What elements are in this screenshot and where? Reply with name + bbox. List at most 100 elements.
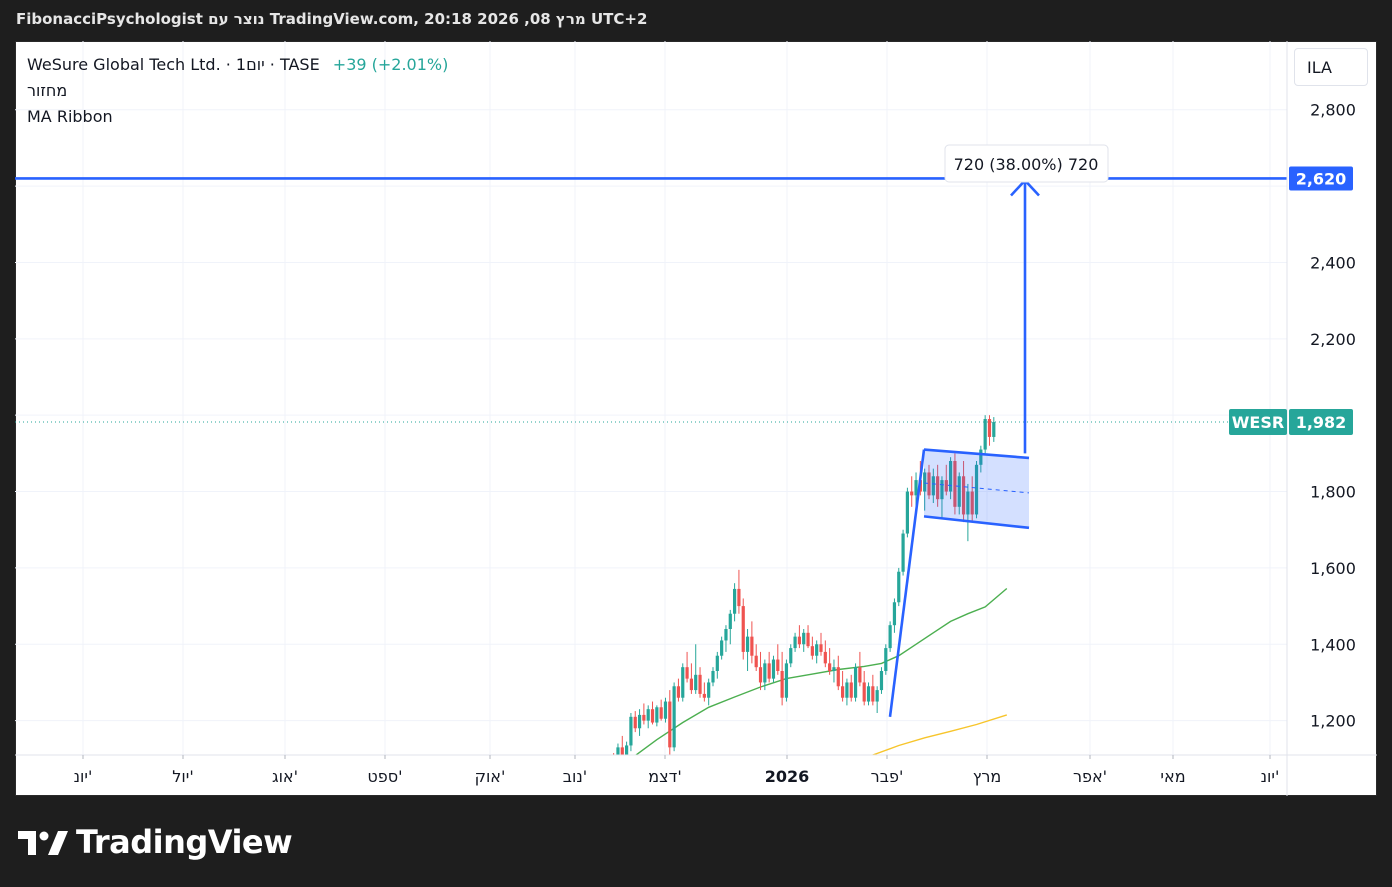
y-tick-label: 1,800: [1310, 483, 1356, 502]
price-chart[interactable]: 720 (38.00%) 720 1,200 1,400 1,600 1,800 2,2…: [15, 41, 1377, 796]
candle-body: [650, 709, 655, 723]
candle: [940, 476, 944, 519]
x-tick-label: דצמ': [648, 767, 682, 786]
flag-midline: [923, 482, 1030, 494]
candle-body: [866, 686, 871, 702]
candle: [983, 415, 987, 454]
candle: [741, 598, 745, 660]
candle-body: [966, 491, 970, 515]
candle-body: [953, 461, 957, 507]
candle-body: [819, 644, 823, 652]
tradingview-logo: TradingView: [18, 823, 293, 861]
candle-body: [901, 533, 905, 572]
candle: [823, 640, 827, 668]
candle-body: [897, 571, 901, 603]
candle-body: [689, 678, 693, 691]
candle-body: [905, 491, 909, 534]
currency-button[interactable]: ILA: [1294, 48, 1368, 86]
candle: [646, 705, 650, 729]
candle: [650, 701, 655, 725]
candle: [616, 743, 620, 755]
candle: [901, 529, 905, 576]
candle: [832, 659, 836, 683]
candle-body: [923, 472, 927, 492]
exchange: TASE: [279, 55, 320, 74]
candle: [702, 682, 706, 702]
candle-body: [633, 716, 637, 729]
candle: [914, 472, 918, 507]
candle: [642, 703, 646, 725]
flag-channel-fill: [924, 449, 1029, 528]
candle-body: [672, 686, 676, 748]
candle-body: [828, 663, 832, 671]
candle-body: [974, 464, 979, 515]
candle-body: [754, 655, 758, 668]
candle: [897, 567, 901, 607]
candle-body: [625, 745, 629, 755]
candlesticks: [612, 415, 996, 769]
x-tick-label: נוב': [563, 767, 587, 786]
interval[interactable]: · 1יום ·: [225, 55, 275, 74]
candle: [957, 472, 961, 515]
candle-body: [841, 686, 845, 698]
candle-body: [612, 765, 615, 769]
candle: [694, 644, 698, 694]
candle: [866, 682, 871, 706]
measure-label: 720 (38.00%) 720: [944, 144, 1109, 183]
brand-name: TradingView: [76, 823, 293, 861]
candle: [625, 741, 629, 755]
candle-body: [776, 659, 780, 671]
candle: [733, 583, 737, 622]
candle: [944, 464, 948, 496]
symbol-tag-text: WESR: [1232, 413, 1284, 432]
x-tick-label: מאי: [1160, 767, 1185, 786]
y-tick-label: 2,400: [1310, 253, 1356, 272]
candle-body: [767, 663, 771, 679]
candle: [961, 461, 966, 523]
candle-body: [884, 648, 888, 671]
candle-body: [694, 674, 698, 691]
x-tick-label: יונ': [1261, 767, 1280, 786]
x-tick-label: ספט': [367, 767, 402, 786]
candle-body: [949, 461, 953, 492]
candle-body: [733, 588, 737, 614]
candle-body: [892, 602, 897, 626]
candle: [858, 651, 862, 687]
candle: [910, 476, 914, 507]
candle-body: [668, 701, 672, 748]
candle: [931, 468, 935, 503]
axes: 1,200 1,400 1,600 1,800 2,200 2,400 2,800 יונ' י…: [15, 41, 1377, 796]
candle: [637, 709, 642, 736]
candle-body: [806, 632, 810, 647]
target-tag-text: 2,620: [1296, 169, 1347, 188]
indicator-volume[interactable]: מחזור: [27, 81, 68, 100]
indicator-ma-ribbon[interactable]: MA Ribbon: [27, 107, 113, 126]
candle: [698, 667, 702, 698]
candle-body: [944, 480, 948, 492]
ma-line-2: [871, 714, 1008, 755]
symbol-name[interactable]: WeSure Global Tech Ltd.: [27, 55, 221, 74]
last-price-tag: WESR 1,982: [1229, 409, 1353, 436]
candle-body: [720, 640, 724, 656]
candle: [663, 697, 668, 723]
symbol-row[interactable]: WeSure Global Tech Ltd. · 1יום · TASE +3…: [27, 52, 448, 78]
candle-body: [616, 747, 620, 755]
candle-body: [750, 636, 754, 656]
candle: [612, 753, 615, 769]
candle: [845, 678, 849, 706]
candle: [871, 674, 875, 706]
tradingview-logo-icon: [18, 831, 68, 855]
candle-body: [983, 419, 987, 450]
candle-body: [879, 671, 884, 691]
candle-body: [940, 480, 944, 500]
candle: [927, 464, 931, 500]
candle: [771, 655, 776, 683]
candle-body: [936, 476, 940, 500]
candle: [633, 711, 637, 733]
candle: [629, 713, 633, 752]
candle: [936, 464, 940, 507]
candle-body: [655, 707, 659, 723]
candle: [802, 629, 806, 652]
candle-body: [927, 472, 931, 496]
y-tick-label: 1,600: [1310, 559, 1356, 578]
